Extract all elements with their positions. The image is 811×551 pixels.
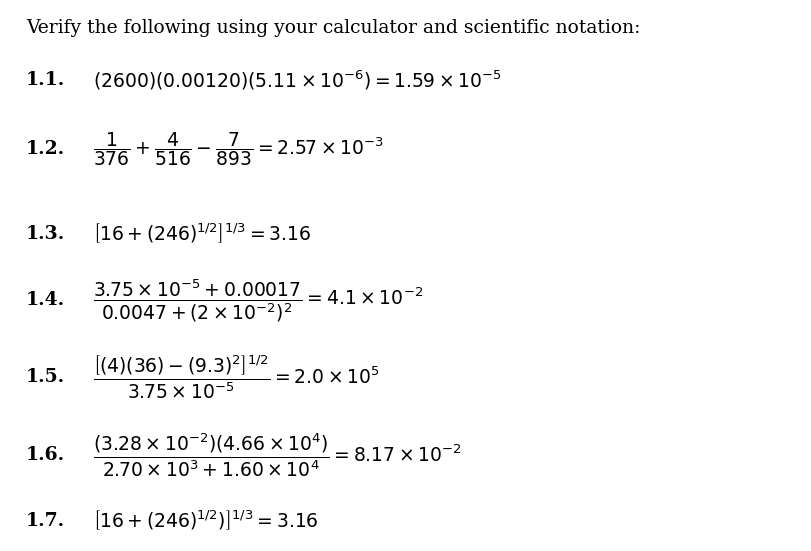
Text: $\left[16 + (246)^{1/2})\right]^{1/3} = 3.16$: $\left[16 + (246)^{1/2})\right]^{1/3} = … xyxy=(93,509,319,533)
Text: 1.2.: 1.2. xyxy=(26,140,65,158)
Text: 1.3.: 1.3. xyxy=(26,225,65,243)
Text: 1.6.: 1.6. xyxy=(26,446,65,463)
Text: $\dfrac{3.75 \times 10^{-5} + 0.00017}{0.0047 + (2 \times 10^{-2})^{2}} = 4.1 \t: $\dfrac{3.75 \times 10^{-5} + 0.00017}{0… xyxy=(93,277,423,324)
Text: $\dfrac{\left[(4)(36) - (9.3)^{2}\right]^{1/2}}{3.75 \times 10^{-5}} = 2.0 \time: $\dfrac{\left[(4)(36) - (9.3)^{2}\right]… xyxy=(93,354,380,401)
Text: 1.4.: 1.4. xyxy=(26,291,65,309)
Text: $\dfrac{1}{376} + \dfrac{4}{516} - \dfrac{7}{893} = 2.57 \times 10^{-3}$: $\dfrac{1}{376} + \dfrac{4}{516} - \dfra… xyxy=(93,130,384,168)
Text: 1.1.: 1.1. xyxy=(26,71,65,89)
Text: $\left[16 + (246)^{1/2}\right]^{1/3} = 3.16$: $\left[16 + (246)^{1/2}\right]^{1/3} = 3… xyxy=(93,222,311,246)
Text: $\dfrac{(3.28 \times 10^{-2})(4.66 \times 10^{4})}{2.70 \times 10^{3} + 1.60 \ti: $\dfrac{(3.28 \times 10^{-2})(4.66 \time… xyxy=(93,431,462,478)
Text: Verify the following using your calculator and scientific notation:: Verify the following using your calculat… xyxy=(26,19,641,37)
Text: $(2600)(0.00120)(5.11 \times 10^{-6}) = 1.59 \times 10^{-5}$: $(2600)(0.00120)(5.11 \times 10^{-6}) = … xyxy=(93,68,502,91)
Text: 1.7.: 1.7. xyxy=(26,512,65,530)
Text: 1.5.: 1.5. xyxy=(26,369,65,386)
